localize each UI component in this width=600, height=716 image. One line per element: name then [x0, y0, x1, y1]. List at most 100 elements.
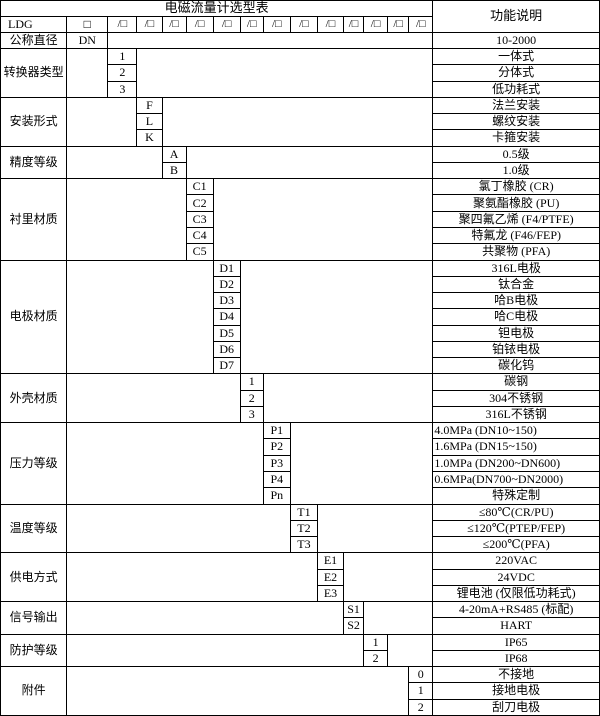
table-row: C5 共聚物 (PFA) [1, 243, 600, 261]
code-cell: S1 [343, 601, 365, 619]
group-label: 防护等级 [0, 633, 68, 668]
code-cell: 1 [239, 373, 264, 391]
model-first-box: □ [66, 15, 109, 33]
model-slot-box: /□ [262, 15, 291, 33]
model-slot-box: /□ [239, 15, 264, 33]
title-row: 电磁流量计选型表 功能说明 [0, 0, 600, 33]
function-cell: 氯丁橡胶 (CR) [432, 178, 600, 196]
code-cell: A [161, 145, 187, 163]
table-row: C4 特氟龙 (F46/FEP) [1, 226, 600, 245]
table-row: 附件 0 不接地 [0, 666, 600, 716]
function-cell: HART [432, 617, 600, 635]
function-cell: 聚四氟乙烯 (F4/PTFE) [432, 210, 600, 229]
code-cell: 2 [408, 698, 434, 716]
code-cell: T3 [289, 536, 318, 554]
code-cell: 2 [239, 389, 264, 407]
function-cell: 接地电极 [432, 682, 600, 700]
function-cell: ≤200℃(PFA) [432, 536, 600, 554]
function-cell: 法兰安装 [432, 96, 600, 115]
empty-cell [363, 601, 434, 635]
empty-cell [107, 31, 434, 50]
function-cell: 共聚物 (PFA) [432, 243, 600, 261]
function-cell: 4.0MPa (DN10~150) [432, 422, 600, 440]
group-label: 温度等级 [0, 503, 68, 554]
code-cell: 2 [107, 64, 138, 82]
empty-cell [66, 259, 214, 375]
function-cell: 24VDC [432, 568, 600, 586]
table-row: 精度等级 A 0.5级 [0, 145, 600, 180]
empty-cell [66, 633, 365, 668]
function-cell: 特氟龙 (F46/FEP) [432, 226, 600, 245]
code-cell: P3 [262, 454, 291, 472]
empty-cell [66, 601, 345, 635]
function-cell: 钛合金 [432, 275, 600, 294]
code-cell: D7 [212, 357, 241, 375]
code-cell: S2 [343, 617, 365, 635]
empty-cell [343, 552, 434, 603]
table-row: C2 聚氨酯橡胶 (PU) [1, 194, 600, 212]
table-row: 供电方式 E1 220VAC [0, 552, 600, 603]
empty-cell [66, 422, 264, 505]
model-slot-box: /□ [289, 15, 318, 33]
code-cell: C5 [185, 243, 214, 261]
table-row: 安装形式 F 法兰安装 [0, 96, 600, 147]
empty-cell [66, 48, 109, 98]
empty-cell [185, 145, 434, 180]
function-cell: 220VAC [432, 552, 600, 570]
function-cell: ≤80℃(CR/PU) [432, 503, 600, 521]
function-cell: 哈B电极 [432, 292, 600, 310]
code-cell: D4 [212, 308, 241, 326]
empty-cell [66, 178, 187, 261]
table-row: 压力等级 P1 4.0MPa (DN10~150) [0, 422, 600, 505]
code-cell: B [161, 161, 187, 180]
empty-cell [239, 259, 434, 375]
code-cell: K [136, 129, 163, 147]
table-row: 衬里材质 C1 氯丁橡胶 (CR) [0, 178, 600, 261]
table-row: 转换器类型 1 一体式 [0, 48, 600, 98]
empty-cell [136, 48, 434, 98]
code-cell: F [136, 96, 163, 115]
table-row: 3 低功耗式 [1, 80, 600, 98]
function-cell: 1.0MPa (DN200~DN600) [432, 454, 600, 472]
code-cell: Pn [262, 487, 291, 505]
model-slot-box: /□ [363, 15, 389, 33]
function-cell: 聚氨酯橡胶 (PU) [432, 194, 600, 212]
table-row: 外壳材质 1 碳钢 [0, 373, 600, 424]
group-label: 信号输出 [0, 601, 68, 635]
function-cell: 4-20mA+RS485 (标配) [432, 601, 600, 619]
table-row: 信号输出 S1 4-20mA+RS485 (标配) [0, 601, 600, 635]
table-row: K 卡箍安装 [1, 129, 600, 147]
code-cell: P4 [262, 470, 291, 489]
code-cell: DN [66, 31, 109, 50]
group-label: 公称直径 [0, 31, 68, 50]
empty-cell [66, 666, 410, 716]
function-cell: ≤120℃(PTEP/FEP) [432, 519, 600, 538]
function-cell: 304不锈钢 [432, 389, 600, 407]
model-slot-box: /□ [343, 15, 365, 33]
group-label: 精度等级 [0, 145, 68, 180]
function-cell: 哈C电极 [432, 308, 600, 326]
empty-cell [212, 178, 434, 261]
code-cell: D3 [212, 292, 241, 310]
table-row: E3 锂电池 (仅限低功耗式) [1, 584, 600, 603]
empty-cell [316, 503, 434, 554]
code-cell: D1 [212, 259, 241, 277]
code-cell: P1 [262, 422, 291, 440]
code-cell: L [136, 113, 163, 131]
model-slot-box: /□ [408, 15, 434, 33]
empty-cell [262, 373, 434, 424]
table-row: D7 碳化钨 [1, 357, 600, 375]
empty-cell [387, 633, 434, 668]
code-cell: 1 [107, 48, 138, 66]
table-row: D6 铂铱电极 [1, 340, 600, 359]
function-cell: 分体式 [432, 64, 600, 82]
empty-cell [66, 145, 163, 180]
function-cell: 0.6MPa(DN700~DN2000) [432, 470, 600, 489]
code-cell: 1 [408, 682, 434, 700]
table-row: 防护等级 1 IP65 [0, 633, 600, 668]
function-cell: 不接地 [432, 666, 600, 684]
code-cell: 1 [363, 633, 389, 651]
code-cell: T1 [289, 503, 318, 521]
function-cell: 316L不锈钢 [432, 405, 600, 424]
